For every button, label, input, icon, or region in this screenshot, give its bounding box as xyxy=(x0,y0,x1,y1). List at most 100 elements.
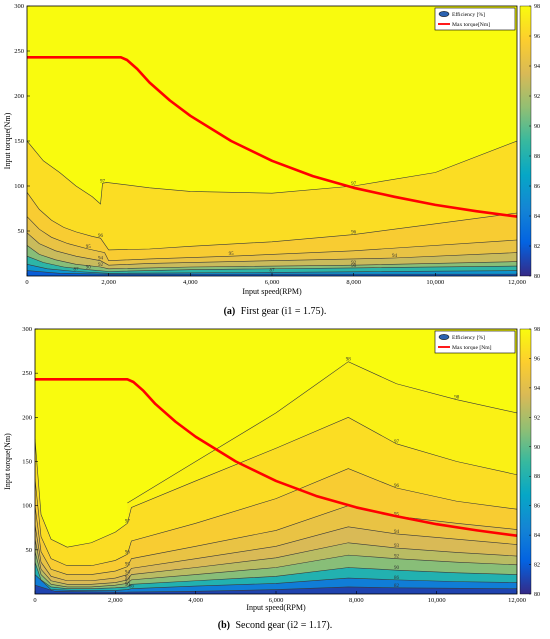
colorbar-tick-label: 92 xyxy=(534,94,540,100)
legend-efficiency-label: Efficiency [%] xyxy=(452,11,485,18)
colorbar-gradient xyxy=(519,328,532,595)
colorbar-tick-label: 90 xyxy=(534,445,540,451)
contour-label: 92 xyxy=(98,263,104,268)
y-tick-label: 50 xyxy=(18,228,25,235)
contour-label: 96 xyxy=(98,234,104,239)
contour-plot-a xyxy=(27,6,517,276)
axes-a: 0 2,000 4,000 6,000 8,000 10,000 12,000 50 100 15… xyxy=(14,3,526,286)
contour-line-94 xyxy=(27,232,517,266)
contour-label: 95 xyxy=(125,563,131,568)
legend-a: Efficiency [%] Max torque[Nm] xyxy=(434,7,516,31)
colorbar-tick-label: 84 xyxy=(534,533,540,539)
contour-band xyxy=(27,270,517,276)
x-tick-label: 6,000 xyxy=(265,279,280,286)
legend-max-torque-label: Max torque[Nm] xyxy=(452,22,490,28)
contour-label: 94 xyxy=(98,257,104,262)
contour-label: 93 xyxy=(394,544,400,549)
contour-line-87 xyxy=(27,264,517,274)
x-tick-label: 4,000 xyxy=(188,597,203,604)
y-tick-label: 200 xyxy=(14,93,24,100)
colorbar-tick-label: 94 xyxy=(534,386,540,392)
colorbar-tick-label: 92 xyxy=(534,415,540,421)
y-tick-label: 150 xyxy=(14,138,24,145)
contour-label: 96 xyxy=(125,550,131,555)
contour-label: 96 xyxy=(351,231,357,236)
colorbar-tick-label: 96 xyxy=(534,356,540,362)
contour-line-90 xyxy=(27,255,517,272)
contour-label: 94 xyxy=(392,254,398,259)
contour-line-94 xyxy=(35,525,517,582)
caption-b-letter: (b) xyxy=(218,620,230,631)
colorbar-tick-label: 86 xyxy=(534,184,540,190)
contour-label: 97 xyxy=(125,519,131,524)
contour-band xyxy=(27,256,517,276)
colorbar-tick-label: 88 xyxy=(534,154,540,160)
colorbar-tick-label: 98 xyxy=(534,327,540,333)
y-tick-label: 300 xyxy=(14,3,24,10)
x-tick-label: 0 xyxy=(25,279,28,286)
contour-label: 95 xyxy=(394,512,400,517)
contour-line-98 xyxy=(127,361,517,504)
x-tick-label: 2,000 xyxy=(108,597,123,604)
contour-label: 90 xyxy=(394,566,400,571)
y-tick-label: 50 xyxy=(26,547,33,554)
contour-label: 94 xyxy=(125,571,131,576)
contour-label: 92 xyxy=(125,579,131,584)
colorbar-gradient xyxy=(519,5,532,277)
x-tick-label: 10,000 xyxy=(426,279,444,286)
y-tick-label: 100 xyxy=(14,183,24,190)
contour-label: 86 xyxy=(129,585,135,590)
colorbar-tick-label: 86 xyxy=(534,504,540,510)
contour-line-90 xyxy=(35,562,517,590)
contour-label: 82 xyxy=(394,584,400,589)
y-tick-label: 250 xyxy=(14,48,24,55)
legend-efficiency-swatch xyxy=(438,11,450,17)
contour-label: 92 xyxy=(351,261,357,266)
y-tick-label: 200 xyxy=(22,414,32,421)
legend-efficiency-label: Efficiency [%] xyxy=(452,334,485,341)
contour-label: 94 xyxy=(394,530,400,535)
contour-label: 97 xyxy=(100,179,106,184)
y-tick-label: 100 xyxy=(22,503,32,510)
contour-plot-b xyxy=(35,329,517,594)
x-tick-label: 4,000 xyxy=(183,279,198,286)
contour-label: 95 xyxy=(86,245,92,250)
colorbar-tick-label: 94 xyxy=(534,64,540,70)
contour-label: 90 xyxy=(86,266,92,271)
colorbar-tick-label: 80 xyxy=(534,592,540,598)
contour-label: 87 xyxy=(270,268,276,273)
contour-line-96 xyxy=(35,468,517,567)
contour-label: 90 xyxy=(351,264,357,269)
contour-label: 87 xyxy=(74,268,80,273)
colorbar-tick-label: 84 xyxy=(534,214,540,220)
contour-label: 96 xyxy=(394,484,400,489)
max-torque-curve-b xyxy=(35,378,517,537)
axes-b: 0 2,000 4,000 6,000 8,000 10,000 12,000 50 100 15… xyxy=(22,326,526,604)
contour-line-92 xyxy=(27,245,517,270)
contour-line-97 xyxy=(35,417,517,548)
colorbar-b: 80 82 84 86 88 90 92 94 96 98 xyxy=(519,327,540,598)
x-tick-label: 6,000 xyxy=(269,597,284,604)
x-tick-label: 12,000 xyxy=(508,279,526,286)
colorbar-a: 80 82 84 86 88 90 92 94 96 98 xyxy=(519,4,540,280)
legend-efficiency-swatch xyxy=(438,334,450,340)
contour-line-82 xyxy=(35,584,517,593)
y-axis-label-a: Input torque(Nm) xyxy=(3,112,12,169)
contour-label: 93 xyxy=(125,576,131,581)
y-tick-label: 250 xyxy=(22,370,32,377)
max-torque-curve-a xyxy=(27,55,517,218)
x-tick-label: 2,000 xyxy=(101,279,116,286)
contour-label: 92 xyxy=(394,555,400,560)
colorbar-tick-label: 82 xyxy=(534,244,540,250)
x-tick-label: 10,000 xyxy=(428,597,446,604)
contour-label: 98 xyxy=(346,358,352,363)
colorbar-tick-label: 96 xyxy=(534,34,540,40)
x-axis-label-b: Input speed(RPM) xyxy=(246,603,306,612)
x-tick-label: 0 xyxy=(33,597,36,604)
contour-line-95 xyxy=(27,216,517,262)
x-axis-label-a: Input speed(RPM) xyxy=(242,287,302,296)
colorbar-tick-label: 82 xyxy=(534,563,540,569)
contour-label: 86 xyxy=(394,576,400,581)
